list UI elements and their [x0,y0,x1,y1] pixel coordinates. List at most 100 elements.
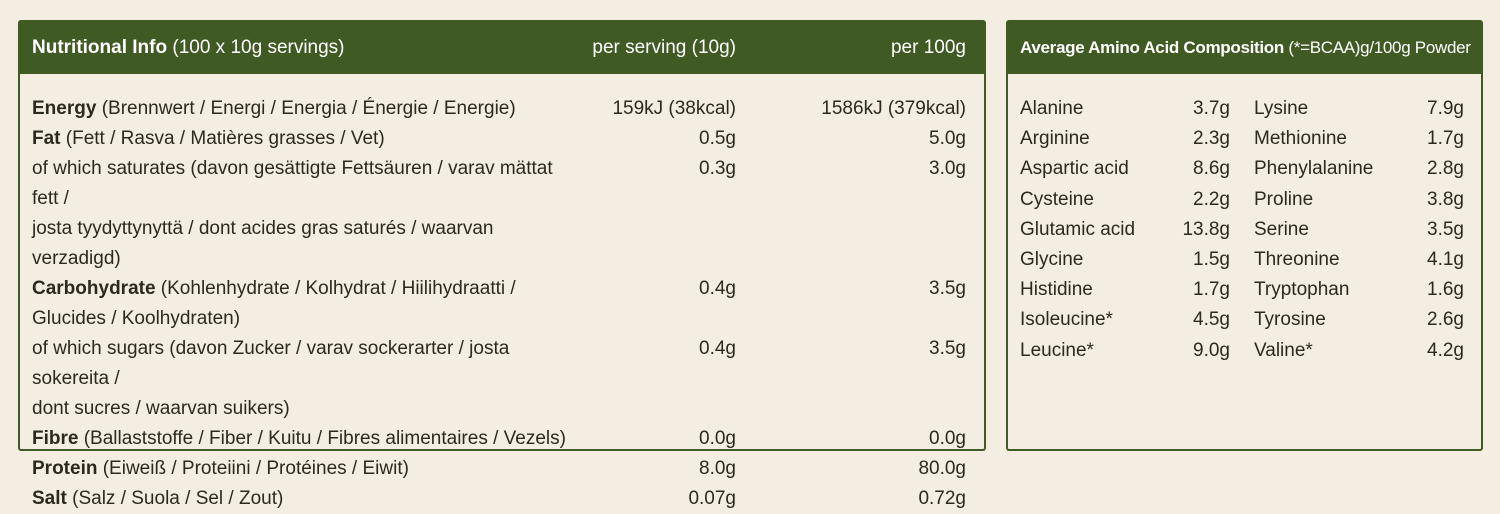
nutrition-row: Salt (Salz / Suola / Sel / Zout) 0.07g 0.7… [32,484,966,514]
per-serving-header: per serving (10g) [592,37,736,58]
amino-row: Alanine 3.7g [1020,94,1230,124]
amino-value: 3.5g [1427,218,1464,240]
amino-value: 1.6g [1427,279,1464,301]
amino-row: Histidine 1.7g [1020,275,1230,305]
amino-row: Valine* 4.2g [1254,336,1464,366]
amino-value: 2.2g [1193,188,1230,210]
nutrient-translations: (Kohlenhydrate / Kolhydrat / Hiilihydraa… [155,278,516,299]
nutrition-row: Fibre (Ballaststoffe / Fiber / Kuitu / F… [32,424,966,454]
amino-name: Histidine [1020,279,1093,301]
nutrition-panel: Nutritional Info (100 x 10g servings) pe… [18,20,986,509]
per-100g-value: 0.72g [918,488,966,509]
amino-row: Glutamic acid 13.8g [1020,215,1230,245]
nutrient-translations: (Eiweiß / Proteiini / Protéines / Eiwit) [97,458,409,479]
amino-value: 13.8g [1182,218,1230,240]
amino-row: Leucine* 9.0g [1020,336,1230,366]
nutrition-header: Nutritional Info (100 x 10g servings) pe… [20,22,984,74]
amino-name: Threonine [1254,249,1340,271]
nutrient-label: of which sugars (davon Zucker / varav so… [32,334,572,424]
amino-name: Leucine* [1020,339,1094,361]
nutrient-translations-cont: josta tyydyttynyttä / dont acides gras s… [32,218,494,269]
amino-row: Isoleucine* 4.5g [1020,305,1230,335]
amino-value: 4.5g [1193,309,1230,331]
amino-name: Proline [1254,188,1314,210]
nutrient-translations-cont: dont sucres / waarvan suikers) [32,398,290,419]
nutrient-label: Salt (Salz / Suola / Sel / Zout) [32,484,572,514]
nutrient-translations: (Salz / Suola / Sel / Zout) [66,488,284,509]
amino-name: Arginine [1020,128,1090,150]
amino-row: Arginine 2.3g [1020,124,1230,154]
per-100g-value: 5.0g [929,128,966,149]
nutrient-name: Carbohydrate [32,278,156,299]
nutrient-name: Fat [32,128,61,149]
amino-name: Cysteine [1020,188,1094,210]
nutrient-label: of which saturates (davon gesättigte Fet… [32,154,572,274]
nutrient-translations: (Ballaststoffe / Fiber / Kuitu / Fibres … [78,428,566,449]
amino-value: 1.5g [1193,249,1230,271]
amino-row: Tyrosine 2.6g [1254,305,1464,335]
per-serving-value: 159kJ (38kcal) [612,98,736,119]
nutrient-translations: (Fett / Rasva / Matières grasses / Vet) [60,128,385,149]
nutrient-name: Energy [32,98,97,119]
per-100g-header: per 100g [890,37,966,58]
per-100g-value: 3.0g [929,158,966,179]
amino-column-left: Alanine 3.7g Arginine 2.3g Aspartic acid 8.6g… [1020,94,1230,366]
amino-value: 7.9g [1427,98,1464,119]
nutrient-label: Protein (Eiweiß / Proteiini / Protéines … [32,454,572,484]
amino-value: 1.7g [1193,279,1230,301]
per-serving-value: 0.4g [699,278,736,299]
nutrition-row: Protein (Eiweiß / Proteiini / Protéines … [32,454,966,484]
per-100g-value: 3.5g [929,338,966,359]
nutrition-row: of which sugars (davon Zucker / varav so… [32,334,966,424]
nutrition-row: Fat (Fett / Rasva / Matières grasses / V… [32,124,966,154]
nutrient-name: Fibre [32,428,79,449]
amino-name: Glycine [1020,249,1084,271]
nutrition-row: Carbohydrate (Kohlenhydrate / Kolhydrat … [32,274,966,334]
amino-value: 8.6g [1193,158,1230,180]
nutrient-label: Energy (Brennwert / Energi / Energia / É… [32,94,572,124]
amino-header: Average Amino Acid Composition (*=BCAA)g… [1008,22,1481,74]
amino-row: Cysteine 2.2g [1020,185,1230,215]
nutrient-translations: of which sugars (davon Zucker / varav so… [32,338,510,389]
amino-value: 3.8g [1427,188,1464,210]
per-100g-value: 1586kJ (379kcal) [821,98,966,119]
amino-value: 2.8g [1427,158,1464,180]
amino-panel: Average Amino Acid Composition (*=BCAA)g… [1006,20,1483,451]
nutrient-translations: (Brennwert / Energi / Energia / Énergie … [96,98,516,119]
nutrient-name: Protein [32,458,98,479]
amino-row: Methionine 1.7g [1254,124,1464,154]
nutrient-label: Fat (Fett / Rasva / Matières grasses / V… [32,124,572,154]
amino-row: Aspartic acid 8.6g [1020,154,1230,184]
amino-title: Average Amino Acid Composition (*=BCAA)g… [1020,38,1471,57]
amino-name: Isoleucine* [1020,309,1113,331]
amino-row: Serine 3.5g [1254,215,1464,245]
amino-name: Phenylalanine [1254,158,1374,180]
amino-name: Aspartic acid [1020,158,1129,180]
amino-name: Serine [1254,218,1309,240]
per-serving-value: 0.4g [699,338,736,359]
amino-name: Lysine [1254,98,1309,119]
amino-name: Tyrosine [1254,309,1326,331]
amino-name: Glutamic acid [1020,218,1136,240]
amino-name: Alanine [1020,98,1084,119]
per-serving-value: 0.3g [699,158,736,179]
nutrient-translations-cont: Glucides / Koolhydraten) [32,308,241,329]
amino-row: Glycine 1.5g [1020,245,1230,275]
per-100g-value: 0.0g [929,428,966,449]
amino-value: 4.2g [1427,339,1464,361]
nutrition-row: of which saturates (davon gesättigte Fet… [32,154,966,274]
per-serving-value: 0.5g [699,128,736,149]
amino-row: Proline 3.8g [1254,185,1464,215]
amino-value: 4.1g [1427,249,1464,271]
amino-row: Tryptophan 1.6g [1254,275,1464,305]
per-100g-value: 3.5g [929,278,966,299]
nutrient-label: Fibre (Ballaststoffe / Fiber / Kuitu / F… [32,424,572,454]
nutrition-row: Energy (Brennwert / Energi / Energia / É… [32,94,966,124]
per-serving-value: 0.07g [688,488,736,509]
amino-row: Threonine 4.1g [1254,245,1464,275]
nutrient-name: Salt [32,488,67,509]
amino-name: Valine* [1254,339,1313,361]
amino-value: 1.7g [1427,128,1464,150]
nutrition-title: Nutritional Info (100 x 10g servings) [32,37,345,58]
per-serving-value: 0.0g [699,428,736,449]
